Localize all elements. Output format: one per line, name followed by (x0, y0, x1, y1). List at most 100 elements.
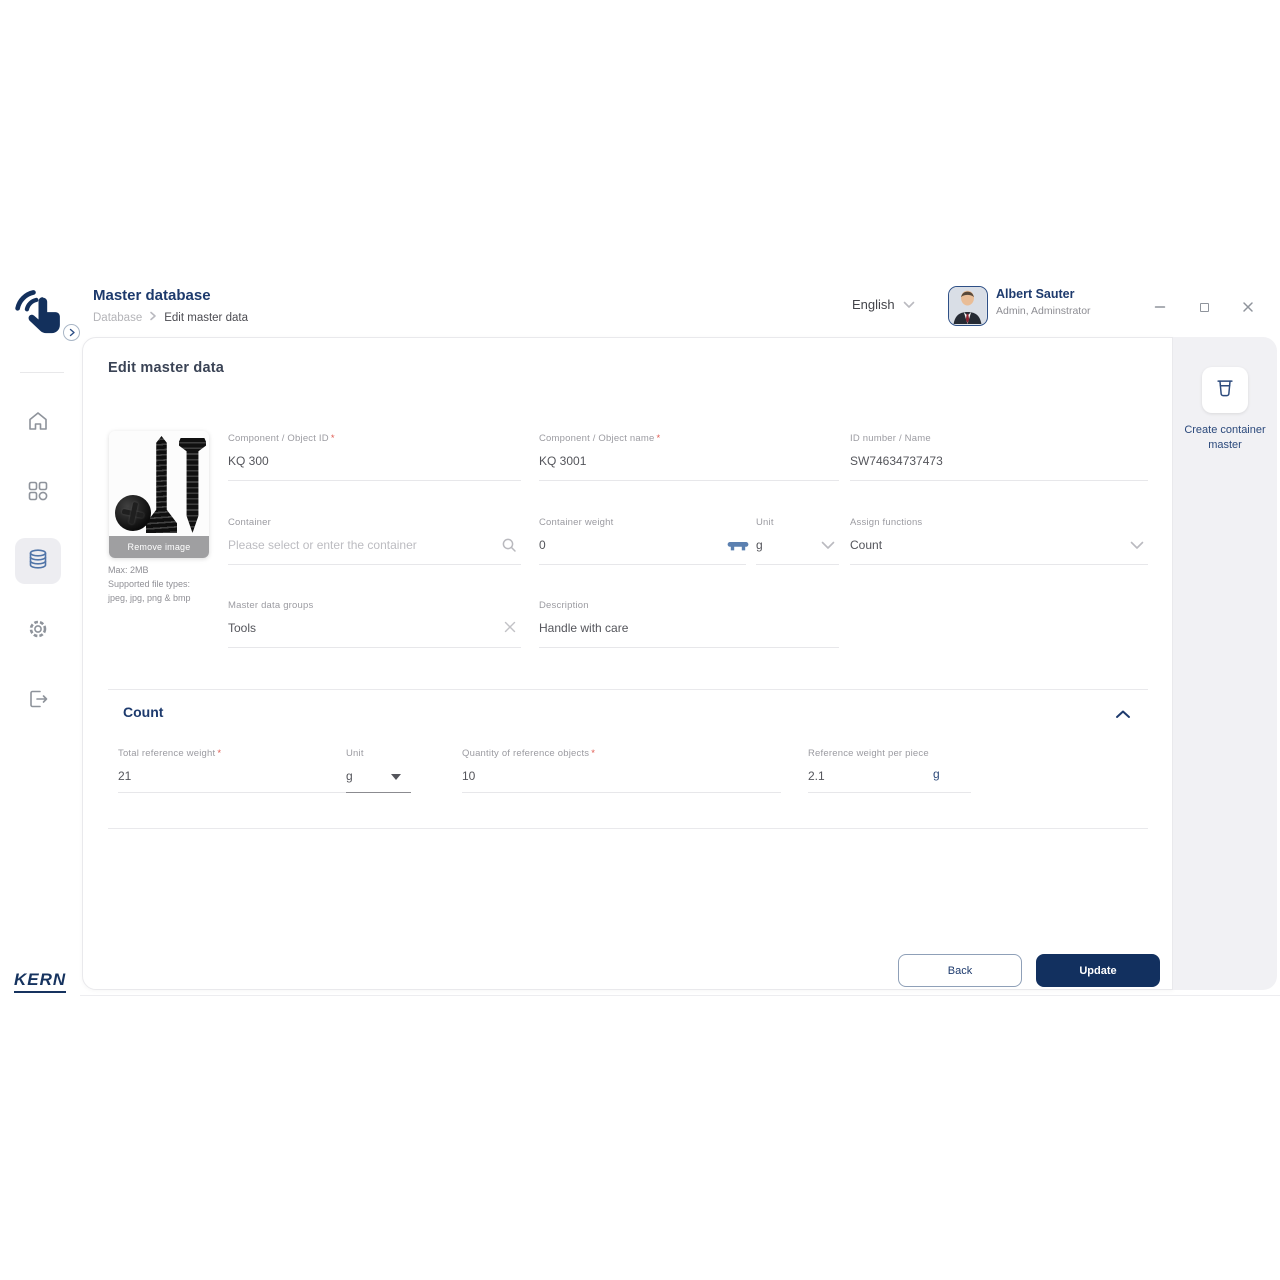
field-label: Description (539, 600, 589, 611)
description-input[interactable]: Handle with care (539, 621, 629, 635)
product-image-card: Remove image (109, 431, 209, 558)
dropdown-triangle-icon[interactable] (391, 774, 401, 780)
logout-icon (26, 687, 50, 716)
user-role: Admin, Adminstrator (996, 305, 1091, 317)
field-container-weight: Container weight 0 (539, 517, 746, 565)
avatar[interactable] (948, 286, 988, 326)
settings-gear-icon (26, 617, 50, 646)
container-weight-input[interactable]: 0 (539, 538, 546, 552)
section-divider (108, 689, 1148, 690)
create-container-master-button[interactable] (1202, 367, 1248, 413)
collapse-section-chevron-up-icon[interactable] (1115, 706, 1131, 724)
field-label: Quantity of reference objects (462, 748, 590, 759)
field-label: Total reference weight (118, 748, 216, 759)
component-id-input[interactable]: KQ 300 (228, 454, 269, 468)
breadcrumb-database[interactable]: Database (93, 311, 143, 324)
input-underline (228, 480, 521, 481)
required-mark: * (591, 748, 596, 759)
sidebar-expand-toggle[interactable] (63, 324, 80, 341)
input-underline (346, 792, 411, 793)
image-types-caption: Supported file types: (108, 578, 191, 589)
clear-icon[interactable] (503, 620, 517, 639)
field-container-weight-unit: Unit g (756, 517, 839, 565)
container-beaker-icon (1214, 377, 1236, 404)
component-name-input[interactable]: KQ 3001 (539, 454, 587, 468)
input-underline (850, 564, 1148, 565)
reference-weight-unit: g (933, 767, 940, 781)
input-underline (756, 564, 839, 565)
input-underline (539, 564, 746, 565)
maximize-icon (1199, 302, 1209, 312)
input-underline (462, 792, 781, 793)
field-component-name: Component / Object name * KQ 3001 (539, 433, 839, 481)
breadcrumb-current: Edit master data (164, 311, 248, 324)
container-search-input[interactable]: Please select or enter the container (228, 538, 417, 552)
app-window: KERN Master database Database Edit maste… (0, 280, 1280, 996)
count-section-title: Count (123, 704, 164, 720)
page-title: Master database (93, 287, 211, 304)
container-weight-unit-select[interactable]: g (756, 538, 763, 552)
field-reference-weight-per-piece: Reference weight per piece 2.1 g (808, 748, 971, 793)
id-number-input[interactable]: SW74634737473 (850, 454, 943, 468)
sidebar-item-home[interactable] (15, 400, 61, 446)
total-reference-weight-input[interactable]: 21 (118, 769, 132, 783)
input-underline (539, 480, 839, 481)
input-underline (228, 564, 521, 565)
image-upload-hint: Max: 2MB Supported file types: jpeg, jpg… (108, 564, 191, 606)
back-button[interactable]: Back (898, 954, 1022, 987)
field-label: Master data groups (228, 600, 314, 611)
field-component-id: Component / Object ID * KQ 300 (228, 433, 521, 481)
minimize-button[interactable] (1148, 295, 1172, 319)
screw-image (179, 438, 206, 533)
field-assign-functions: Assign functions Count (850, 517, 1148, 565)
sidebar-item-apps[interactable] (15, 470, 61, 516)
form-heading: Edit master data (108, 360, 225, 376)
field-label: Component / Object name (539, 433, 655, 444)
header: Master database Database Edit master dat… (80, 280, 1280, 337)
sidebar-item-logout[interactable] (15, 678, 61, 724)
input-underline (808, 792, 971, 793)
product-image-screws (109, 431, 209, 536)
breadcrumb: Database Edit master data (93, 311, 248, 324)
screw-head-image (115, 495, 151, 531)
quantity-reference-objects-input[interactable]: 10 (462, 769, 476, 783)
field-id-number: ID number / Name SW74634737473 (850, 433, 1148, 481)
input-underline (118, 792, 346, 793)
field-label: Assign functions (850, 517, 923, 528)
weighing-tray-icon (727, 541, 749, 559)
input-underline (539, 647, 839, 648)
chevron-down-icon (903, 297, 915, 312)
field-description: Description Handle with care (539, 600, 839, 648)
field-quantity-reference-objects: Quantity of reference objects * 10 (462, 748, 781, 793)
screw-image (146, 436, 177, 533)
section-divider (108, 828, 1148, 829)
field-label: Reference weight per piece (808, 748, 929, 759)
image-max-size: Max: 2MB (108, 565, 149, 575)
field-label: Component / Object ID (228, 433, 329, 444)
field-label: Container weight (539, 517, 614, 528)
master-data-groups-input[interactable]: Tools (228, 621, 257, 635)
create-container-master-label[interactable]: Create container master (1184, 424, 1266, 452)
home-icon (26, 409, 50, 438)
required-mark: * (330, 433, 335, 444)
count-unit-select[interactable]: g (346, 769, 353, 783)
sidebar-item-settings[interactable] (15, 608, 61, 654)
field-label: Unit (346, 748, 364, 759)
remove-image-button[interactable]: Remove image (109, 536, 209, 558)
kern-brand-logo: KERN (14, 970, 67, 993)
chevron-down-icon[interactable] (821, 537, 835, 555)
edit-master-data-card: Edit master data Remove image Max: 2MB S… (82, 337, 1173, 990)
field-label: Unit (756, 517, 774, 528)
sidebar-divider (20, 372, 64, 373)
maximize-button[interactable] (1192, 295, 1216, 319)
chevron-down-icon[interactable] (1130, 537, 1144, 555)
image-types-list: jpeg, jpg, png & bmp (108, 592, 191, 603)
close-button[interactable] (1236, 295, 1260, 319)
assign-functions-select[interactable]: Count (850, 538, 883, 552)
search-icon[interactable] (501, 537, 517, 558)
language-selector[interactable]: English (852, 297, 915, 312)
sidebar-item-database[interactable] (15, 538, 61, 584)
update-button[interactable]: Update (1036, 954, 1160, 987)
required-mark: * (656, 433, 661, 444)
right-action-panel: Create container master (1173, 337, 1277, 990)
